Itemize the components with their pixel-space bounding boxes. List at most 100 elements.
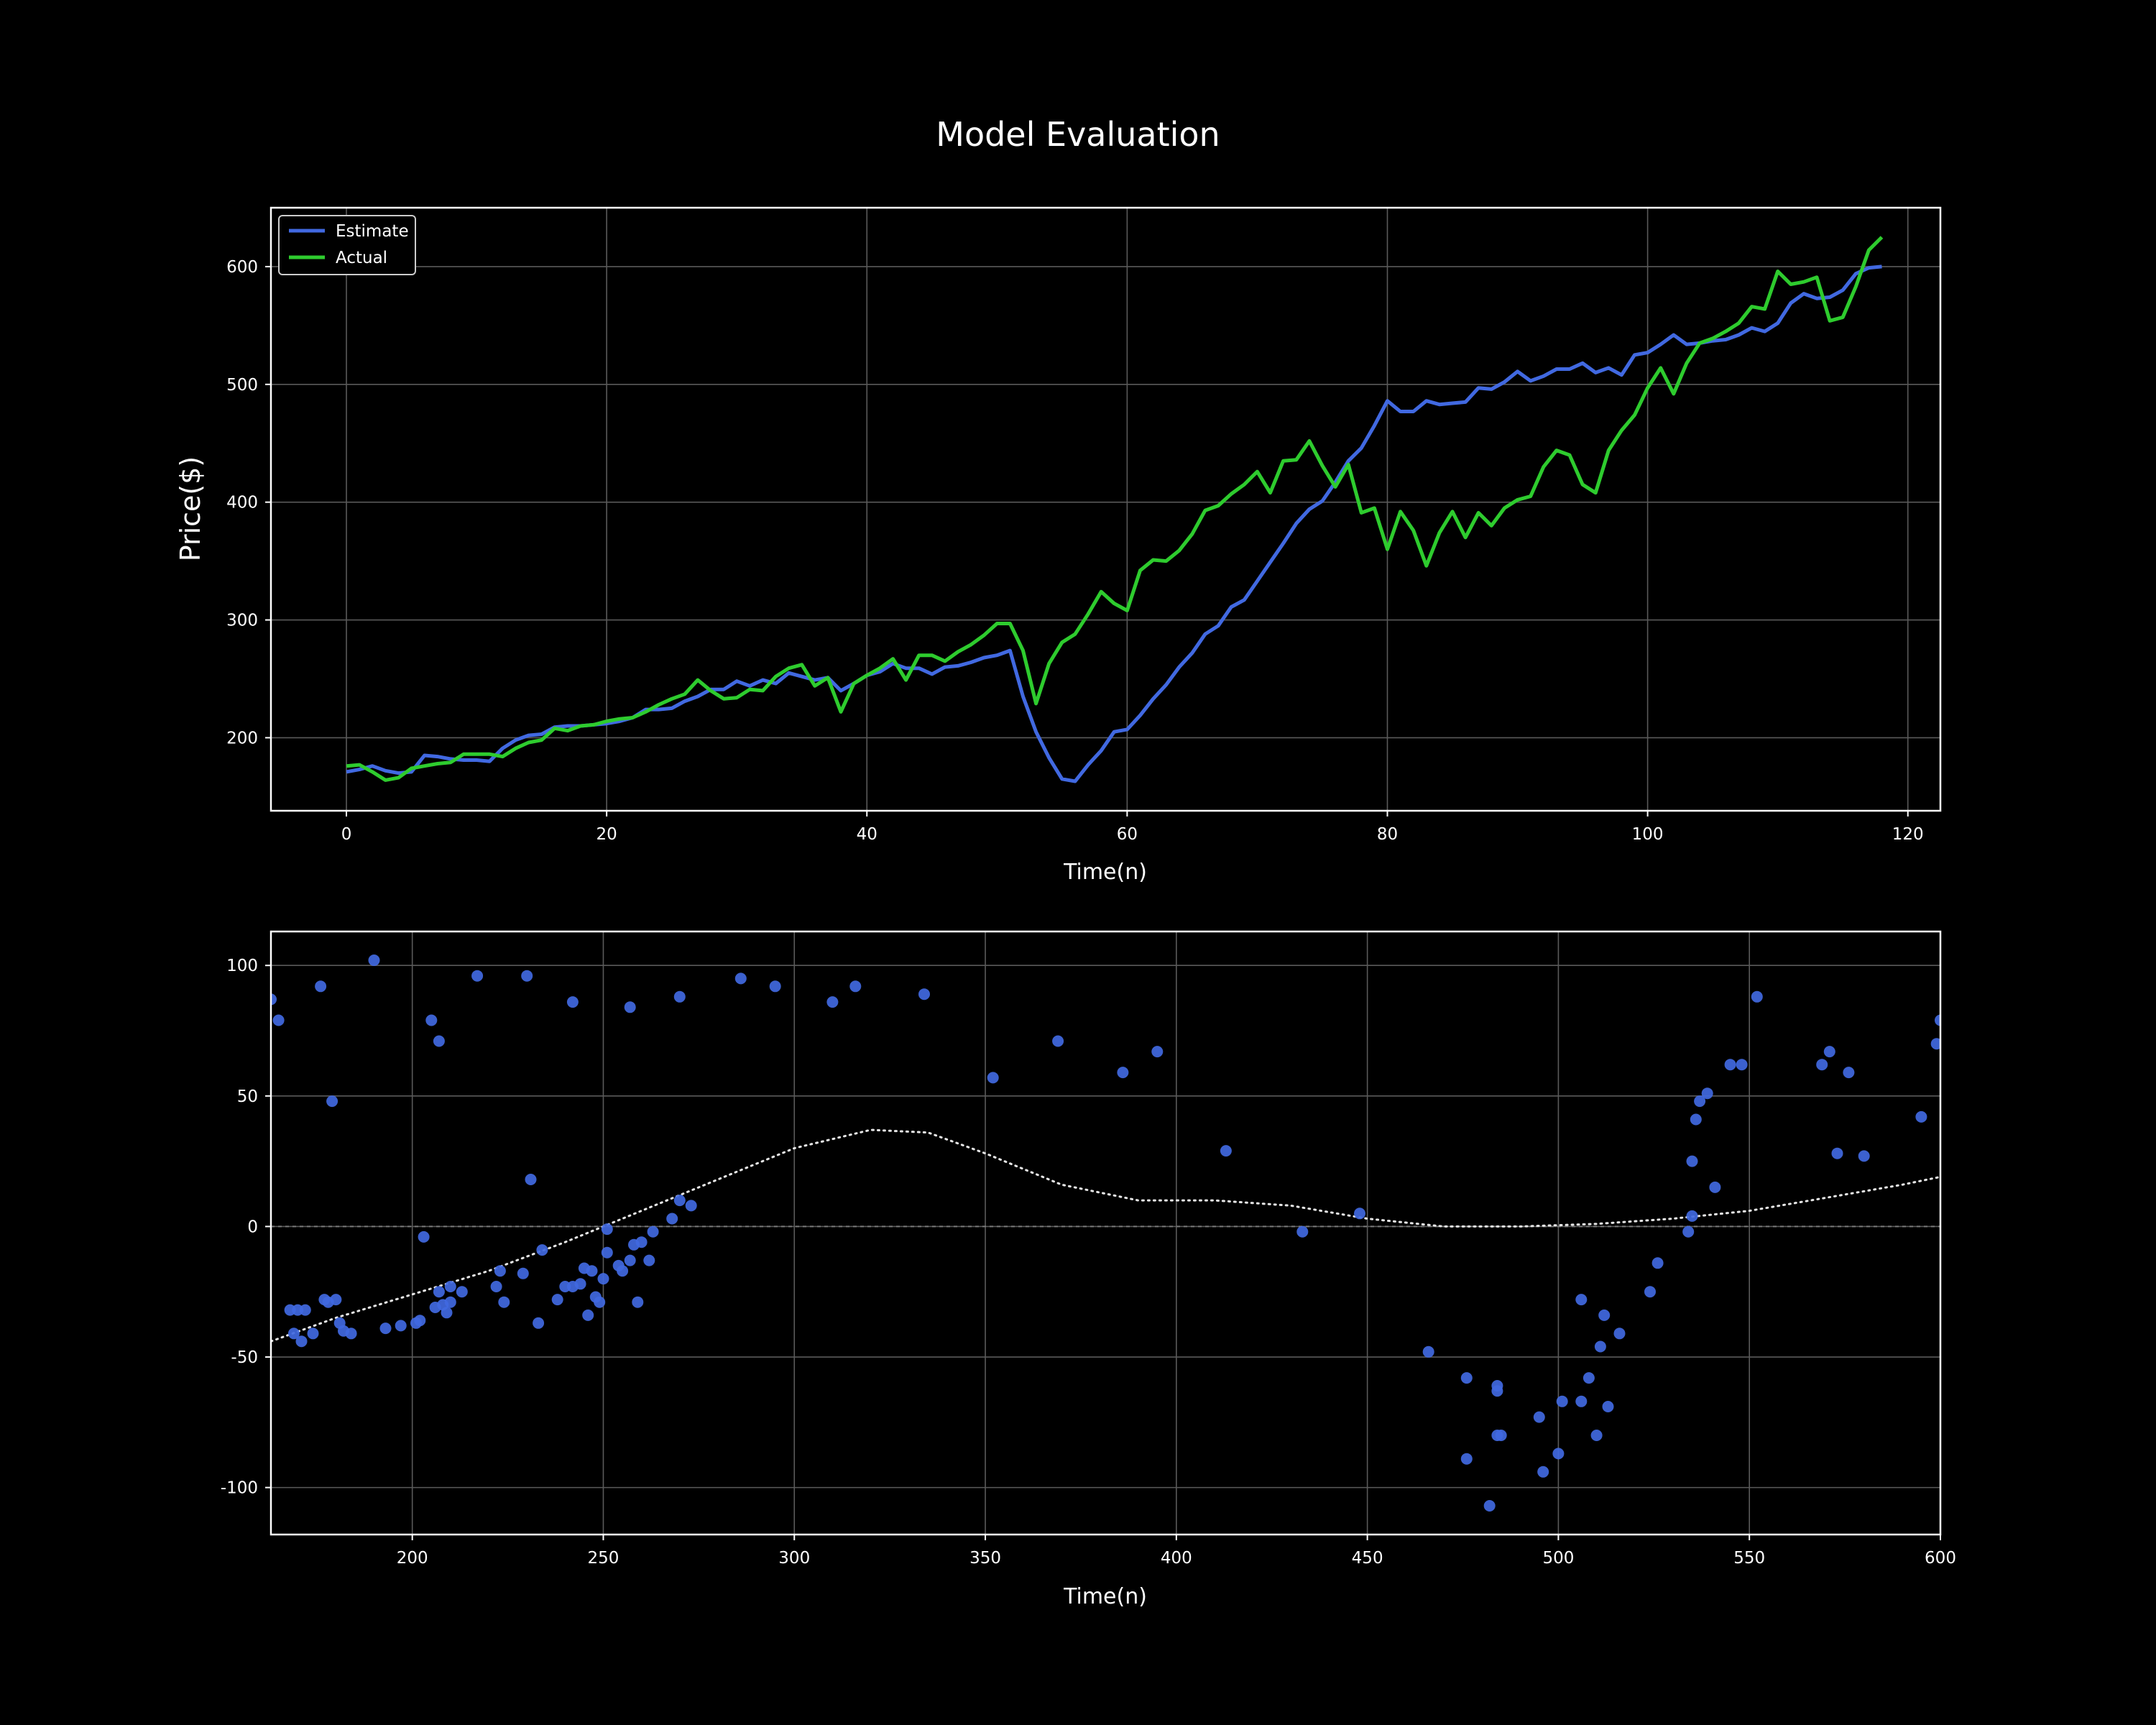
residual-chart-xtick-label: 500 <box>1542 1549 1574 1568</box>
scatter-point <box>826 996 839 1008</box>
scatter-point <box>1694 1095 1706 1108</box>
scatter-point <box>307 1328 319 1340</box>
scatter-point <box>574 1278 586 1290</box>
scatter-point <box>582 1309 594 1321</box>
price-chart-xtick-label: 40 <box>857 825 877 844</box>
price-chart-xtick-label: 60 <box>1117 825 1138 844</box>
scatter-point <box>1460 1453 1473 1465</box>
scatter-point <box>673 1195 686 1207</box>
scatter-point <box>295 1335 308 1348</box>
scatter-point <box>368 954 380 966</box>
scatter-point <box>1598 1309 1611 1321</box>
scatter-point <box>494 1265 506 1277</box>
scatter-point <box>586 1265 598 1277</box>
scatter-point <box>635 1236 648 1248</box>
residual-chart-xlabel: Time(n) <box>1063 1584 1147 1609</box>
scatter-point <box>287 1328 300 1340</box>
price-chart-ytick-label: 300 <box>226 612 258 630</box>
scatter-point <box>1052 1035 1064 1047</box>
scatter-point <box>1613 1328 1626 1340</box>
trend-line <box>271 1128 1940 1343</box>
residual-chart-xtick-label: 400 <box>1161 1549 1192 1568</box>
scatter-point <box>1594 1340 1606 1353</box>
price-line-chart: 0 20 40 60 80 100 120 200 300 400 500 600 Time(n) P… <box>175 206 1942 885</box>
scatter-point <box>1556 1395 1568 1407</box>
scatter-point <box>315 980 327 993</box>
scatter-point <box>1602 1401 1614 1412</box>
scatter-point <box>433 1286 445 1298</box>
legend-actual-label: Actual <box>336 249 387 267</box>
scatter-point <box>1583 1372 1595 1384</box>
price-chart-xtick-label: 20 <box>596 825 617 844</box>
scatter-point <box>1590 1430 1603 1441</box>
scatter-point <box>1575 1294 1588 1306</box>
scatter-point <box>632 1296 644 1308</box>
scatter-point <box>601 1223 613 1236</box>
residual-chart-points <box>271 954 1940 1512</box>
scatter-point <box>1736 1059 1748 1071</box>
scatter-point <box>624 1001 636 1013</box>
scatter-point <box>594 1296 606 1308</box>
scatter-point <box>1858 1150 1870 1162</box>
scatter-point <box>1533 1411 1545 1423</box>
price-chart-grid <box>271 208 1940 811</box>
scatter-point <box>624 1254 636 1266</box>
price-chart-ytick-label: 600 <box>226 258 258 277</box>
scatter-point <box>1930 1038 1940 1050</box>
scatter-point <box>551 1294 563 1306</box>
residual-chart-frame <box>270 930 1942 1536</box>
scatter-point <box>685 1200 697 1212</box>
scatter-point <box>601 1246 613 1259</box>
scatter-point <box>1651 1257 1664 1269</box>
scatter-point <box>617 1265 629 1277</box>
residual-chart-xtick-label: 600 <box>1925 1549 1956 1568</box>
scatter-point <box>525 1174 537 1185</box>
scatter-point <box>1682 1225 1695 1238</box>
residual-chart-ytick-label: 50 <box>237 1087 258 1106</box>
scatter-point <box>536 1244 548 1256</box>
scatter-point <box>666 1213 678 1225</box>
scatter-point <box>673 990 686 1003</box>
scatter-point <box>566 996 579 1008</box>
scatter-point <box>414 1315 426 1327</box>
scatter-point <box>1709 1181 1721 1193</box>
scatter-point <box>326 1095 338 1108</box>
scatter-point <box>643 1254 655 1266</box>
scatter-point <box>1686 1210 1698 1222</box>
price-chart-ticks: 0 20 40 60 80 100 120 200 300 400 500 600 <box>226 258 1924 844</box>
price-chart-xtick-label: 100 <box>1632 825 1664 844</box>
scatter-point <box>987 1072 999 1084</box>
scatter-point <box>1843 1067 1855 1079</box>
scatter-point <box>1831 1147 1843 1159</box>
price-chart-xtick-label: 80 <box>1377 825 1398 844</box>
scatter-point <box>918 988 930 1000</box>
scatter-point <box>272 1014 285 1026</box>
scatter-point <box>433 1035 445 1047</box>
residual-chart-ytick-label: -100 <box>221 1479 258 1498</box>
residual-chart-xtick-label: 450 <box>1352 1549 1383 1568</box>
scatter-point <box>490 1281 502 1292</box>
scatter-point <box>441 1307 453 1319</box>
scatter-point <box>1644 1286 1656 1298</box>
scatter-point <box>517 1267 529 1279</box>
scatter-point <box>395 1320 407 1332</box>
price-chart-frame <box>270 206 1942 812</box>
scatter-point <box>425 1014 438 1026</box>
scatter-point <box>647 1225 659 1238</box>
residual-chart-xtick-label: 550 <box>1733 1549 1765 1568</box>
scatter-point <box>1422 1346 1434 1358</box>
scatter-point <box>271 993 277 1006</box>
figure-title: Model Evaluation <box>936 115 1220 154</box>
residual-chart-xtick-label: 350 <box>969 1549 1001 1568</box>
price-chart-legend: Estimate Actual <box>278 215 416 275</box>
price-chart-xlabel: Time(n) <box>1063 860 1147 885</box>
scatter-point <box>597 1273 609 1285</box>
legend-estimate-label: Estimate <box>336 222 409 241</box>
scatter-point <box>1491 1380 1503 1392</box>
scatter-point <box>1296 1225 1309 1238</box>
price-chart-xtick-label: 0 <box>341 825 352 844</box>
scatter-point <box>1823 1046 1835 1058</box>
